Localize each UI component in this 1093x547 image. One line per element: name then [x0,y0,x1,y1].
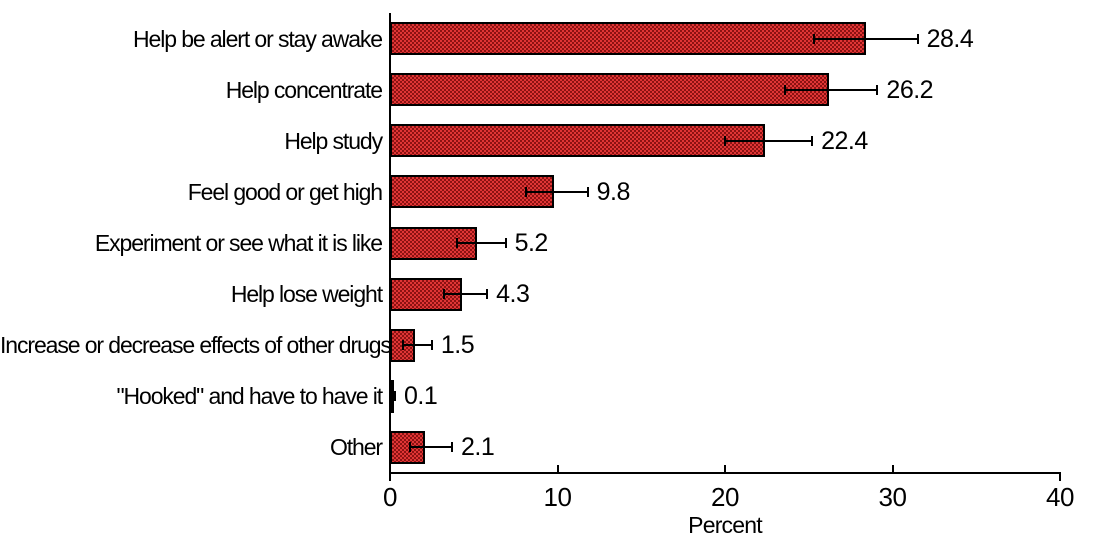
x-tick-label: 0 [383,482,397,512]
category-label: Experiment or see what it is like [94,230,383,256]
category-label: Other [329,434,383,461]
value-label: 0.1 [404,382,438,411]
value-label: 1.5 [440,331,475,360]
error-bar-cap-left [389,391,391,402]
error-bar-cap-right [394,391,397,402]
error-bar-line [403,344,432,347]
error-bar-cap-right [811,135,814,146]
value-label: 5.2 [514,229,549,257]
x-tick-label: 30 [878,482,907,512]
error-bar-line [725,139,813,142]
error-bar-cap-right [916,33,919,44]
error-bar-cap-right [430,340,433,351]
category-label: Help concentrate [225,76,383,103]
error-bar-cap-left [524,186,527,197]
bar [390,73,829,107]
category-label: "Hooked" and have to have it [116,383,383,410]
error-bar-cap-left [812,33,815,44]
category-label: Help be alert or stay awake [133,25,383,52]
category-label: Feel good or get high [187,178,383,205]
x-axis-tick [724,465,726,473]
x-axis-title: Percent [688,512,762,538]
x-axis-tick [891,465,894,473]
value-label: 4.3 [496,280,530,309]
value-label: 26.2 [886,75,934,104]
category-label: Help lose weight [230,281,383,308]
x-tick-label: 20 [711,482,739,512]
error-bar-cap-left [784,84,787,95]
error-bar-line [813,37,918,40]
error-bar-line [390,395,396,398]
error-bar-cap-right [876,84,879,95]
error-bar-line [525,190,588,193]
error-bar-cap-right [450,442,453,453]
x-tick-label: 10 [543,482,572,512]
value-label: 2.1 [460,433,495,462]
error-bar-cap-left [402,340,405,351]
category-label: Help study [284,127,383,154]
error-bar-line [457,242,506,244]
x-axis-line [389,472,1061,474]
error-bar-cap-right [486,289,489,300]
value-label: 28.4 [926,24,974,53]
x-tick-label: 40 [1046,482,1074,512]
error-bar-cap-left [442,289,445,300]
x-axis-tick [556,465,559,473]
value-label: 9.8 [596,177,631,206]
error-bar-cap-left [409,442,412,453]
error-bar-cap-left [456,238,458,248]
error-bar-line [785,88,878,91]
error-bar-cap-right [586,186,589,197]
x-axis-tick [1059,473,1061,481]
bar [390,430,426,464]
bar [390,22,866,56]
value-label: 22.4 [821,126,868,155]
error-bar-cap-left [724,135,726,146]
bar [390,124,766,158]
error-bar-cap-right [504,238,507,248]
category-label: Increase or decrease effects of other dr… [0,332,392,359]
error-bar-line [410,446,452,449]
error-bar-line [443,293,488,296]
